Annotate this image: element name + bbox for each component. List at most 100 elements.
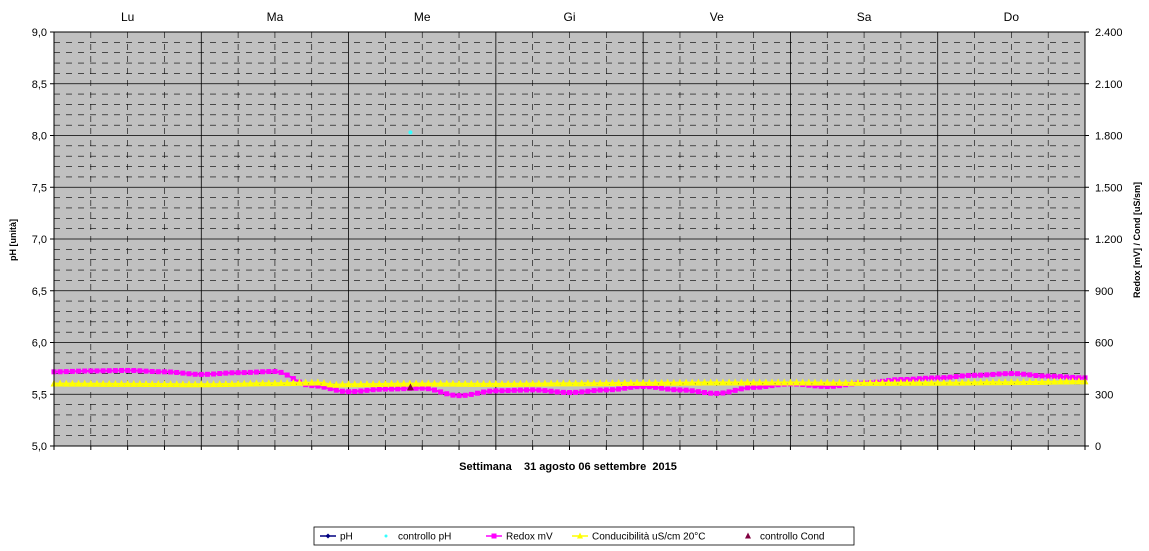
- series-controllo-ph: [408, 130, 413, 135]
- right-tick-label: 1.500: [1095, 182, 1123, 194]
- data-point: [958, 378, 966, 386]
- data-point: [1014, 371, 1020, 377]
- data-point: [456, 393, 462, 399]
- data-point: [616, 386, 622, 392]
- data-point: [536, 387, 542, 393]
- left-axis-title: pH [unità]: [8, 219, 18, 261]
- data-point: [940, 378, 948, 386]
- data-point: [572, 379, 580, 387]
- data-point: [757, 384, 763, 390]
- data-point: [578, 379, 586, 387]
- data-point: [953, 374, 959, 380]
- data-point: [320, 379, 328, 387]
- data-point: [486, 379, 494, 387]
- data-point: [450, 392, 456, 398]
- data-point: [823, 378, 831, 386]
- data-point: [738, 386, 744, 392]
- left-tick-label: 6,0: [32, 338, 47, 350]
- day-label: Me: [414, 10, 431, 24]
- data-point: [315, 383, 321, 389]
- data-point: [290, 376, 296, 382]
- data-point: [941, 375, 947, 381]
- data-point: [768, 378, 776, 386]
- data-point: [1027, 372, 1033, 378]
- data-point: [554, 389, 560, 395]
- left-tick-label: 9,0: [32, 27, 47, 39]
- right-tick-label: 900: [1095, 286, 1113, 298]
- data-point: [921, 378, 929, 386]
- data-point: [878, 378, 886, 386]
- right-axis-title: Redox [mV] / Cond [uS/sm]: [1132, 182, 1142, 298]
- data-point: [382, 386, 388, 392]
- data-point: [100, 368, 106, 374]
- data-point: [88, 368, 94, 374]
- data-point: [338, 380, 346, 388]
- data-point: [670, 378, 678, 386]
- data-point: [327, 386, 333, 392]
- data-point: [401, 386, 407, 392]
- data-point: [198, 371, 204, 377]
- data-point: [418, 379, 426, 387]
- data-point: [235, 370, 241, 376]
- data-point: [652, 384, 658, 390]
- legend-marker: [384, 534, 388, 538]
- data-point: [694, 378, 702, 386]
- data-point: [161, 369, 167, 375]
- legend-label: controllo Cond: [760, 532, 824, 543]
- data-point: [602, 379, 610, 387]
- data-point: [167, 380, 175, 388]
- data-point: [634, 384, 640, 390]
- data-point: [1033, 372, 1039, 378]
- data-point: [308, 378, 316, 386]
- data-point: [148, 379, 156, 387]
- data-point: [952, 378, 960, 386]
- data-point: [408, 130, 413, 135]
- right-tick-label: 600: [1095, 338, 1113, 350]
- data-point: [154, 380, 162, 388]
- data-point: [228, 379, 236, 387]
- data-point: [314, 378, 322, 386]
- data-point: [473, 379, 481, 387]
- data-point: [805, 378, 813, 386]
- data-point: [818, 383, 824, 389]
- data-point: [217, 371, 223, 377]
- data-point: [529, 379, 537, 387]
- legend-label: Conducibilità uS/cm 20°C: [592, 532, 706, 543]
- data-point: [872, 378, 880, 386]
- day-label: Lu: [121, 10, 134, 24]
- data-point: [234, 379, 242, 387]
- data-point: [204, 371, 210, 377]
- data-point: [388, 379, 396, 387]
- data-point: [424, 379, 432, 387]
- data-point: [984, 372, 990, 378]
- data-point: [996, 371, 1002, 377]
- left-tick-label: 5,0: [32, 441, 47, 453]
- data-point: [284, 372, 290, 378]
- data-point: [780, 378, 788, 386]
- data-point: [241, 370, 247, 376]
- data-point: [1032, 377, 1040, 385]
- data-point: [860, 378, 868, 386]
- data-point: [1007, 378, 1015, 386]
- data-point: [444, 391, 450, 397]
- data-point: [640, 383, 646, 389]
- legend-marker: [325, 533, 331, 539]
- data-point: [530, 387, 536, 393]
- data-point: [909, 378, 917, 386]
- legend-marker: [491, 533, 497, 539]
- data-point: [659, 385, 665, 391]
- data-point: [443, 379, 451, 387]
- legend-entry: Redox mV: [486, 532, 553, 543]
- data-point: [811, 378, 819, 386]
- data-point: [179, 380, 187, 388]
- data-point: [437, 379, 445, 387]
- data-point: [725, 378, 733, 386]
- data-point: [339, 388, 345, 394]
- data-point: [897, 378, 905, 386]
- data-point: [351, 380, 359, 388]
- data-point: [934, 378, 942, 386]
- data-point: [597, 387, 603, 393]
- data-point: [517, 387, 523, 393]
- data-point: [707, 378, 715, 386]
- data-point: [553, 379, 561, 387]
